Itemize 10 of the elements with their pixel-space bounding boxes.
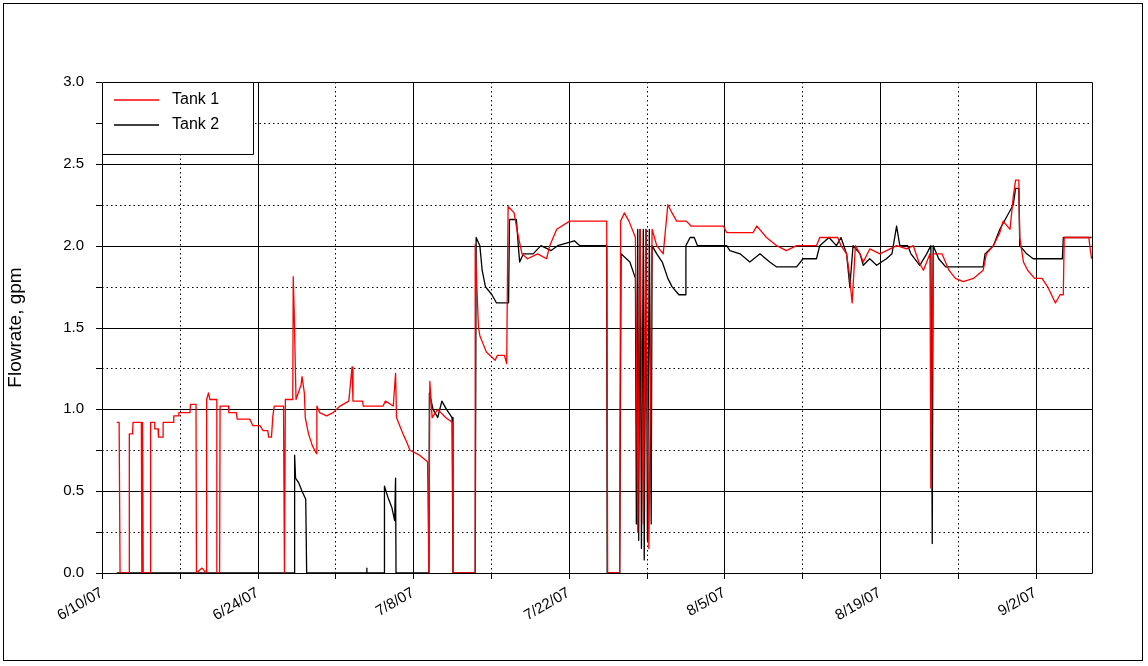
y-tick-label: 3.0 (63, 72, 84, 90)
y-tick-label: 2.5 (63, 153, 84, 171)
y-tick-label: 1.5 (63, 317, 84, 335)
legend-label: Tank 2 (172, 115, 220, 133)
y-tick-label: 1.0 (63, 399, 84, 417)
y-tick-label: 2.0 (63, 235, 84, 253)
y-tick-label: 0.5 (63, 481, 84, 499)
legend-label: Tank 1 (172, 90, 220, 108)
y-axis-title: Flowrate, gpm (3, 267, 25, 388)
y-tick-label: 0.0 (63, 563, 84, 581)
